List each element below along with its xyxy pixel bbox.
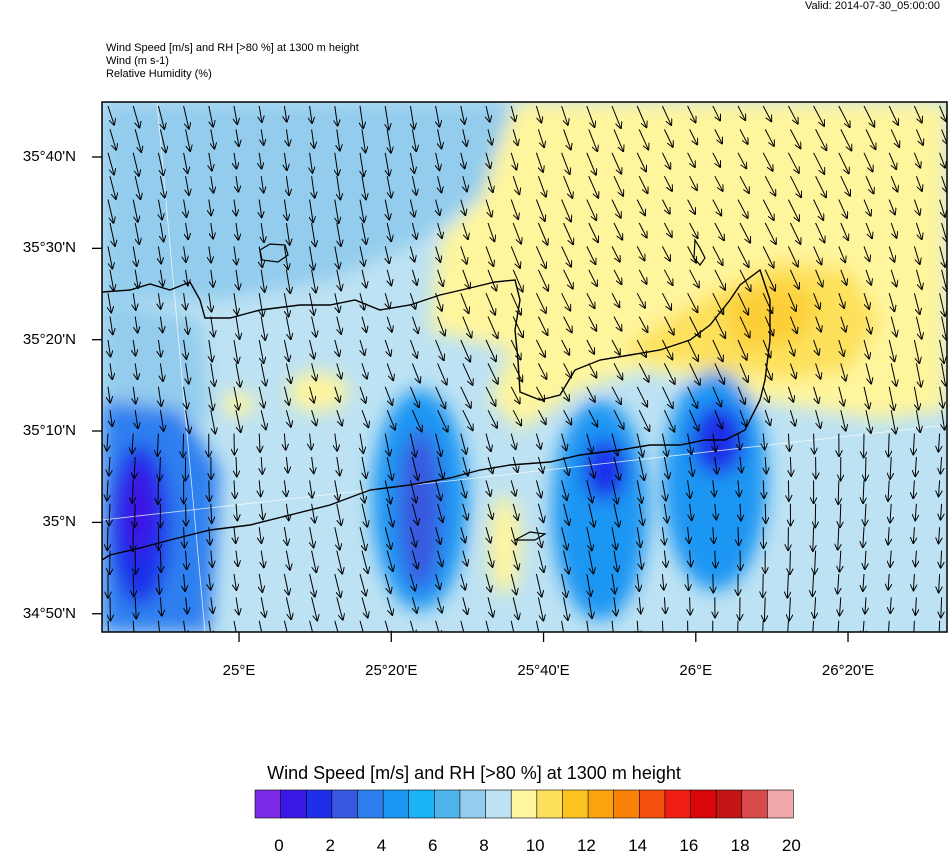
wind-arrow: [412, 644, 416, 660]
lon-label-25-20: 25°20'E: [365, 662, 417, 679]
wind-arrow: [814, 644, 815, 662]
wind-arrow: [639, 644, 640, 660]
colorbar-label: 18: [731, 836, 750, 856]
wind-arrow: [160, 644, 162, 660]
wind-arrow: [790, 551, 791, 575]
wind-arrow: [312, 644, 318, 666]
lat-label-35-00: 35°N: [42, 513, 76, 530]
wind-arrow: [186, 504, 187, 526]
wind-arrow: [160, 551, 161, 573]
colorbar-swatch: [409, 790, 435, 818]
colorbar-swatch: [434, 790, 460, 818]
colorbar-swatch: [742, 790, 768, 818]
colorbar-title: Wind Speed [m/s] and RH [>80 %] at 1300 …: [0, 763, 948, 784]
wind-arrow: [135, 504, 136, 528]
wind-arrow: [840, 644, 841, 660]
wind-arrow: [765, 504, 766, 524]
wind-arrow: [865, 644, 866, 660]
wind-arrow: [158, 480, 159, 504]
colorbar-swatch: [460, 790, 486, 818]
wind-arrow: [209, 480, 210, 501]
wind-arrow: [362, 644, 367, 661]
colorbar-label: 14: [628, 836, 647, 856]
colorbar-swatch: [486, 790, 512, 818]
colorbar-swatch: [767, 790, 793, 818]
colorbar-swatch: [511, 790, 537, 818]
lon-label-25-00: 25°E: [223, 662, 256, 679]
colorbar-label: 20: [782, 836, 801, 856]
wind-arrow: [135, 644, 137, 662]
wind-arrow: [814, 434, 815, 454]
wind-arrow: [589, 644, 591, 662]
colorbar-swatch: [665, 790, 691, 818]
colorbar-swatch: [562, 790, 588, 818]
lon-label-25-40: 25°40'E: [517, 662, 569, 679]
colorbar-swatch: [306, 790, 332, 818]
lon-label-26-00: 26°E: [679, 662, 712, 679]
colorbar-label: 2: [326, 836, 335, 856]
wind-arrow: [763, 574, 764, 598]
colorbar-swatch: [639, 790, 665, 818]
colorbar-swatch: [716, 790, 742, 818]
wind-arrow: [916, 644, 917, 665]
wind-arrow: [739, 644, 740, 668]
wind-arrow: [438, 644, 443, 661]
colorbar-swatch: [691, 790, 717, 818]
colorbar-label: 8: [479, 836, 488, 856]
wind-arrow: [286, 644, 292, 667]
colorbar-swatch: [588, 790, 614, 818]
colorbar-label: 4: [377, 836, 386, 856]
wind-arrow: [107, 527, 108, 550]
wind-arrow: [789, 644, 790, 665]
map-panel: [102, 102, 947, 668]
colorbar-label: 10: [526, 836, 545, 856]
colorbar-swatch: [255, 790, 281, 818]
wind-arrow: [614, 644, 615, 660]
colorbar-swatch: [281, 790, 307, 818]
wind-arrow: [110, 644, 111, 665]
wind-arrow: [488, 644, 493, 666]
wind-arrow: [764, 644, 765, 667]
wind-arrow: [337, 644, 343, 664]
wind-arrow: [211, 644, 214, 662]
wind-arrow: [183, 434, 184, 458]
wind-arrow: [713, 574, 714, 593]
wind-arrow: [133, 574, 134, 597]
colorbar-swatch: [614, 790, 640, 818]
wind-arrow: [387, 644, 392, 660]
wind-arrow: [186, 644, 188, 660]
lat-label-35-10: 35°10'N: [23, 422, 76, 439]
wind-arrow: [890, 644, 891, 662]
lat-label-35-30: 35°30'N: [23, 239, 76, 256]
colorbar-label: 12: [577, 836, 596, 856]
colorbar-label: 6: [428, 836, 437, 856]
lat-label-34-50: 34°50'N: [23, 605, 76, 622]
wind-arrow: [865, 457, 866, 481]
lat-label-35-20: 35°20'N: [23, 331, 76, 348]
colorbar-label: 0: [274, 836, 283, 856]
colorbar-swatch: [537, 790, 563, 818]
wind-arrow: [788, 480, 789, 501]
lat-label-35-40: 35°40'N: [23, 148, 76, 165]
colorbar-swatch: [383, 790, 409, 818]
wind-arrow: [838, 480, 839, 504]
wind-arrow: [738, 527, 739, 545]
colorbar-label: 16: [679, 836, 698, 856]
wind-arrow: [714, 644, 715, 667]
wind-arrow: [463, 644, 468, 664]
colorbar-swatch: [357, 790, 383, 818]
lon-label-26-20: 26°20'E: [822, 662, 874, 679]
wind-arrow: [690, 597, 691, 615]
colorbar-swatch: [332, 790, 358, 818]
colorbar: [255, 790, 793, 818]
wind-arrow: [261, 644, 266, 666]
